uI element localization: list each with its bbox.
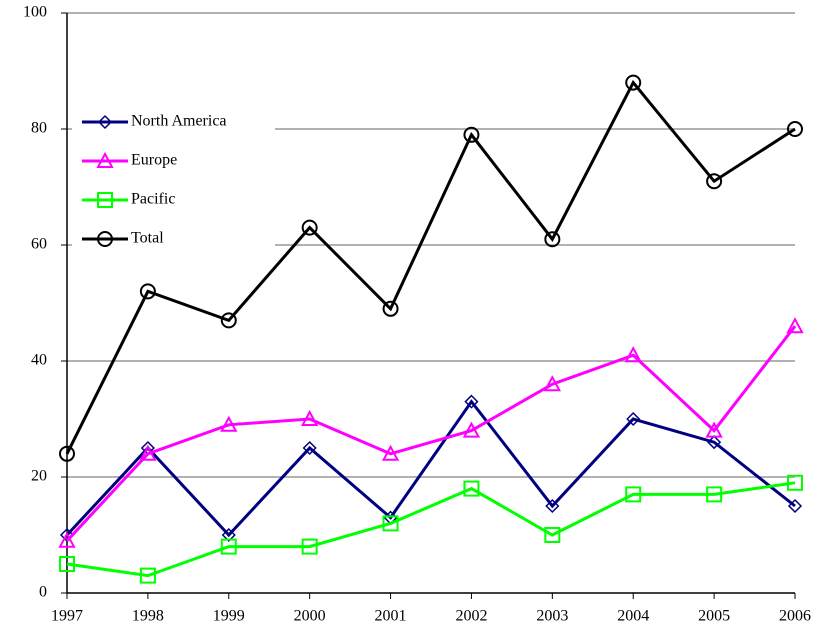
data-point <box>301 538 318 555</box>
x-tick-label: 1998 <box>132 608 164 625</box>
data-point <box>545 498 560 514</box>
series-line <box>65 79 796 455</box>
legend-marker <box>96 151 114 168</box>
y-tick-label: 60 <box>31 236 47 253</box>
data-point <box>382 515 399 532</box>
data-point <box>59 527 75 543</box>
x-tick-label: 2006 <box>779 608 811 625</box>
data-point <box>382 300 399 317</box>
data-point <box>787 474 803 491</box>
x-tick-label: 2002 <box>455 608 487 625</box>
legend-label: North America <box>131 113 227 130</box>
data-point <box>220 415 238 432</box>
y-tick-label: 100 <box>23 4 47 21</box>
data-point <box>139 283 156 300</box>
data-point <box>139 444 157 461</box>
series-line <box>66 481 796 578</box>
x-tick-label: 2005 <box>698 608 730 625</box>
series-line <box>65 399 796 538</box>
data-point <box>59 445 75 462</box>
data-point <box>463 126 480 143</box>
data-point <box>220 538 237 555</box>
data-point <box>58 531 76 548</box>
data-point <box>139 567 156 584</box>
data-point <box>462 421 481 438</box>
data-point <box>301 219 318 236</box>
data-point <box>705 421 723 438</box>
data-point <box>706 173 723 190</box>
data-point <box>626 411 641 427</box>
data-point <box>381 444 400 461</box>
x-tick-label: 2003 <box>536 608 568 625</box>
data-point <box>543 375 562 392</box>
x-tick-label: 1999 <box>213 608 245 625</box>
data-point <box>302 440 317 456</box>
data-point <box>463 480 480 497</box>
data-point <box>787 121 803 137</box>
data-point <box>221 527 236 543</box>
data-point <box>300 409 319 426</box>
y-tick-label: 20 <box>31 468 47 485</box>
data-point <box>544 231 561 248</box>
series-line <box>65 325 797 542</box>
x-tick-label: 1997 <box>51 608 83 625</box>
x-tick-label: 2004 <box>617 608 649 625</box>
data-point <box>220 312 237 329</box>
data-point <box>787 498 803 514</box>
data-point <box>707 435 722 450</box>
data-point <box>624 346 642 363</box>
legend-marker <box>97 192 113 208</box>
x-tick-label: 2000 <box>294 608 326 625</box>
x-tick-label: 2001 <box>375 608 407 625</box>
data-point <box>786 317 804 334</box>
legend-label: Total <box>131 230 164 247</box>
data-point <box>544 527 561 543</box>
legend-label: Pacific <box>131 191 175 208</box>
data-point <box>59 556 75 572</box>
data-point <box>625 74 642 91</box>
legend-marker <box>97 231 113 247</box>
legend-label: Europe <box>131 152 177 169</box>
data-point <box>706 486 723 503</box>
legend-marker <box>97 114 113 130</box>
data-point <box>464 394 479 409</box>
y-tick-label: 80 <box>31 120 47 137</box>
y-tick-label: 40 <box>31 352 47 369</box>
data-point <box>625 486 642 503</box>
y-tick-label: 0 <box>39 584 47 601</box>
